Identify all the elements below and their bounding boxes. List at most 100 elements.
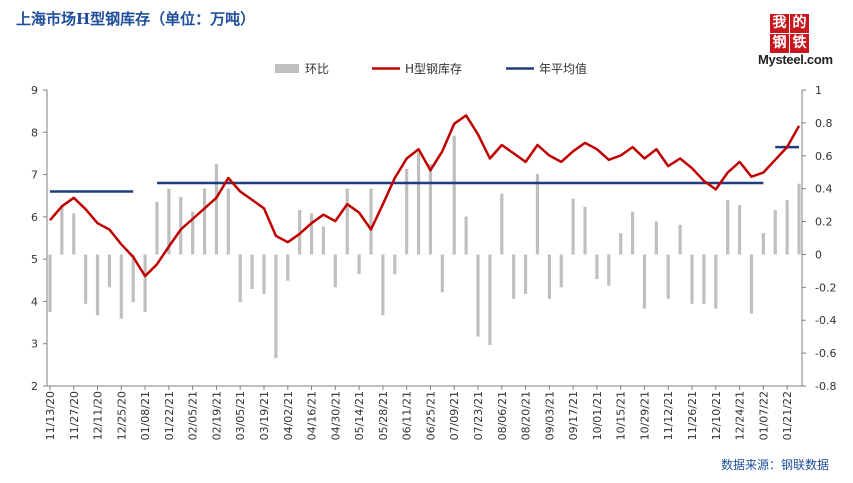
ratio-bar xyxy=(428,164,433,255)
ratio-bar xyxy=(547,254,551,299)
x-axis-tick-label: 09/03/21 xyxy=(543,391,556,440)
x-axis-tick-label: 11/12/21 xyxy=(662,391,675,440)
ratio-bar xyxy=(321,226,326,255)
ratio-bar xyxy=(262,254,266,294)
right-axis-tick-label: 0.8 xyxy=(815,117,833,130)
x-axis-tick-label: 12/24/21 xyxy=(734,391,747,440)
x-axis-tick-label: 10/15/21 xyxy=(615,391,628,440)
x-axis-tick-label: 12/11/20 xyxy=(92,391,105,440)
ratio-bar xyxy=(571,198,575,255)
x-axis-tick-label: 11/13/20 xyxy=(44,391,57,440)
ratio-bar xyxy=(476,254,480,337)
right-axis-tick-label: -0.2 xyxy=(815,281,836,294)
ratio-bar xyxy=(654,221,658,255)
ratio-bar xyxy=(452,136,456,255)
ratio-bar xyxy=(250,254,254,289)
plot-area: 2 3 4 5 6 7 8 9 -0.8 -0.6 -0.4 -0.2 0 0.2 0.4 0.6 0.8 1 11… xyxy=(31,84,836,440)
ratio-bar xyxy=(381,254,385,316)
ratio-bar xyxy=(167,188,171,255)
left-axis-tick-label: 4 xyxy=(31,295,38,308)
logo-char-1: 我 xyxy=(770,14,789,33)
left-axis-tick-label: 7 xyxy=(31,169,38,182)
ratio-bar xyxy=(95,254,100,316)
ratio-bar xyxy=(143,254,147,312)
ratio-bar xyxy=(333,254,337,288)
ratio-bar xyxy=(357,254,361,275)
ratio-bar xyxy=(286,254,290,281)
x-axis-tick-label: 03/05/21 xyxy=(234,391,247,440)
x-axis-tick-label: 10/01/21 xyxy=(591,391,604,440)
ratio-bar xyxy=(690,254,694,304)
ratio-bar xyxy=(678,224,682,255)
ratio-bar xyxy=(535,173,540,255)
left-axis-tick-label: 5 xyxy=(31,253,38,266)
ratio-bar xyxy=(559,254,563,288)
ratio-bar xyxy=(48,254,52,312)
logo-char-3: 钢 xyxy=(770,34,789,53)
x-axis-tick-label: 05/14/21 xyxy=(353,391,366,440)
x-axis-tick-label: 04/16/21 xyxy=(306,391,319,440)
x-axis-tick-label: 11/26/21 xyxy=(686,391,699,440)
ratio-bar xyxy=(309,213,314,255)
left-axis-tick-label: 6 xyxy=(31,211,38,224)
x-axis-tick-label: 07/09/21 xyxy=(448,391,461,440)
left-axis-tick-label: 2 xyxy=(31,380,38,393)
ratio-bar xyxy=(785,200,789,255)
right-axis-tick-label: 0.4 xyxy=(815,183,833,196)
x-axis-tick-label: 01/08/21 xyxy=(139,391,152,440)
x-axis-tick-label: 03/19/21 xyxy=(258,391,271,440)
ratio-bar xyxy=(226,188,230,255)
ratio-bar xyxy=(202,188,207,255)
ratio-bar xyxy=(464,216,468,255)
mysteel-logo: 我 的 钢 铁 Mysteel.com xyxy=(758,12,842,68)
x-axis-tick-label: 08/06/21 xyxy=(496,391,509,440)
chart-legend: 环比 H型钢库存 年平均值 xyxy=(275,61,587,76)
x-axis-tick-label: 01/22/21 xyxy=(163,391,176,440)
left-axis-tick-label: 8 xyxy=(31,126,38,139)
ratio-bar xyxy=(773,210,777,255)
ratio-bar xyxy=(630,211,635,255)
chart-title: 上海市场H型钢库存（单位：万吨） xyxy=(16,10,256,28)
x-axis-tick-label: 02/19/21 xyxy=(210,391,223,440)
legend-inventory-label: H型钢库存 xyxy=(405,61,462,76)
x-axis-tick-label: 01/21/22 xyxy=(781,391,794,440)
ratio-bar xyxy=(191,211,195,255)
right-axis-tick-label: 1 xyxy=(815,84,822,97)
ratio-bar xyxy=(583,206,587,255)
ratio-bar xyxy=(238,254,242,303)
ratio-bar xyxy=(369,188,373,255)
ratio-bar xyxy=(523,254,528,294)
inventory-line xyxy=(49,114,801,278)
ratio-bar xyxy=(440,254,444,293)
left-axis-tick-label: 9 xyxy=(31,84,38,97)
right-axis-tick-label: 0.6 xyxy=(815,150,833,163)
x-axis-tick-label: 10/29/21 xyxy=(638,391,651,440)
x-axis-tick-label: 12/25/20 xyxy=(115,391,128,440)
ratio-bar xyxy=(107,254,112,288)
right-axis-tick-label: -0.4 xyxy=(815,314,836,327)
legend-ratio-swatch xyxy=(275,64,299,73)
ratio-bar xyxy=(393,254,397,275)
ratio-bar xyxy=(714,254,718,309)
ratio-bar xyxy=(131,254,135,303)
ratio-bar xyxy=(416,152,421,255)
ratio-bar xyxy=(702,254,706,304)
ratio-bar xyxy=(797,183,801,255)
data-source: 数据来源：钢联数据 xyxy=(720,458,829,472)
ratio-bar xyxy=(214,164,219,255)
ratio-bar xyxy=(726,200,730,255)
x-axis-tick-label: 05/28/21 xyxy=(377,391,390,440)
ratio-bar xyxy=(749,254,754,314)
ratio-bar xyxy=(737,205,742,255)
x-axis-tick-label: 06/25/21 xyxy=(424,391,437,440)
x-axis-tick-label: 12/10/21 xyxy=(710,391,723,440)
ratio-bar xyxy=(274,254,278,359)
ratio-bar xyxy=(179,196,183,255)
left-axis-tick-label: 3 xyxy=(31,338,38,351)
logo-char-4: 铁 xyxy=(790,34,809,53)
logo-text: Mysteel.com xyxy=(758,52,833,67)
x-axis-tick-label: 09/17/21 xyxy=(567,391,580,440)
ratio-bar xyxy=(119,254,123,319)
ratio-bar xyxy=(512,254,516,299)
